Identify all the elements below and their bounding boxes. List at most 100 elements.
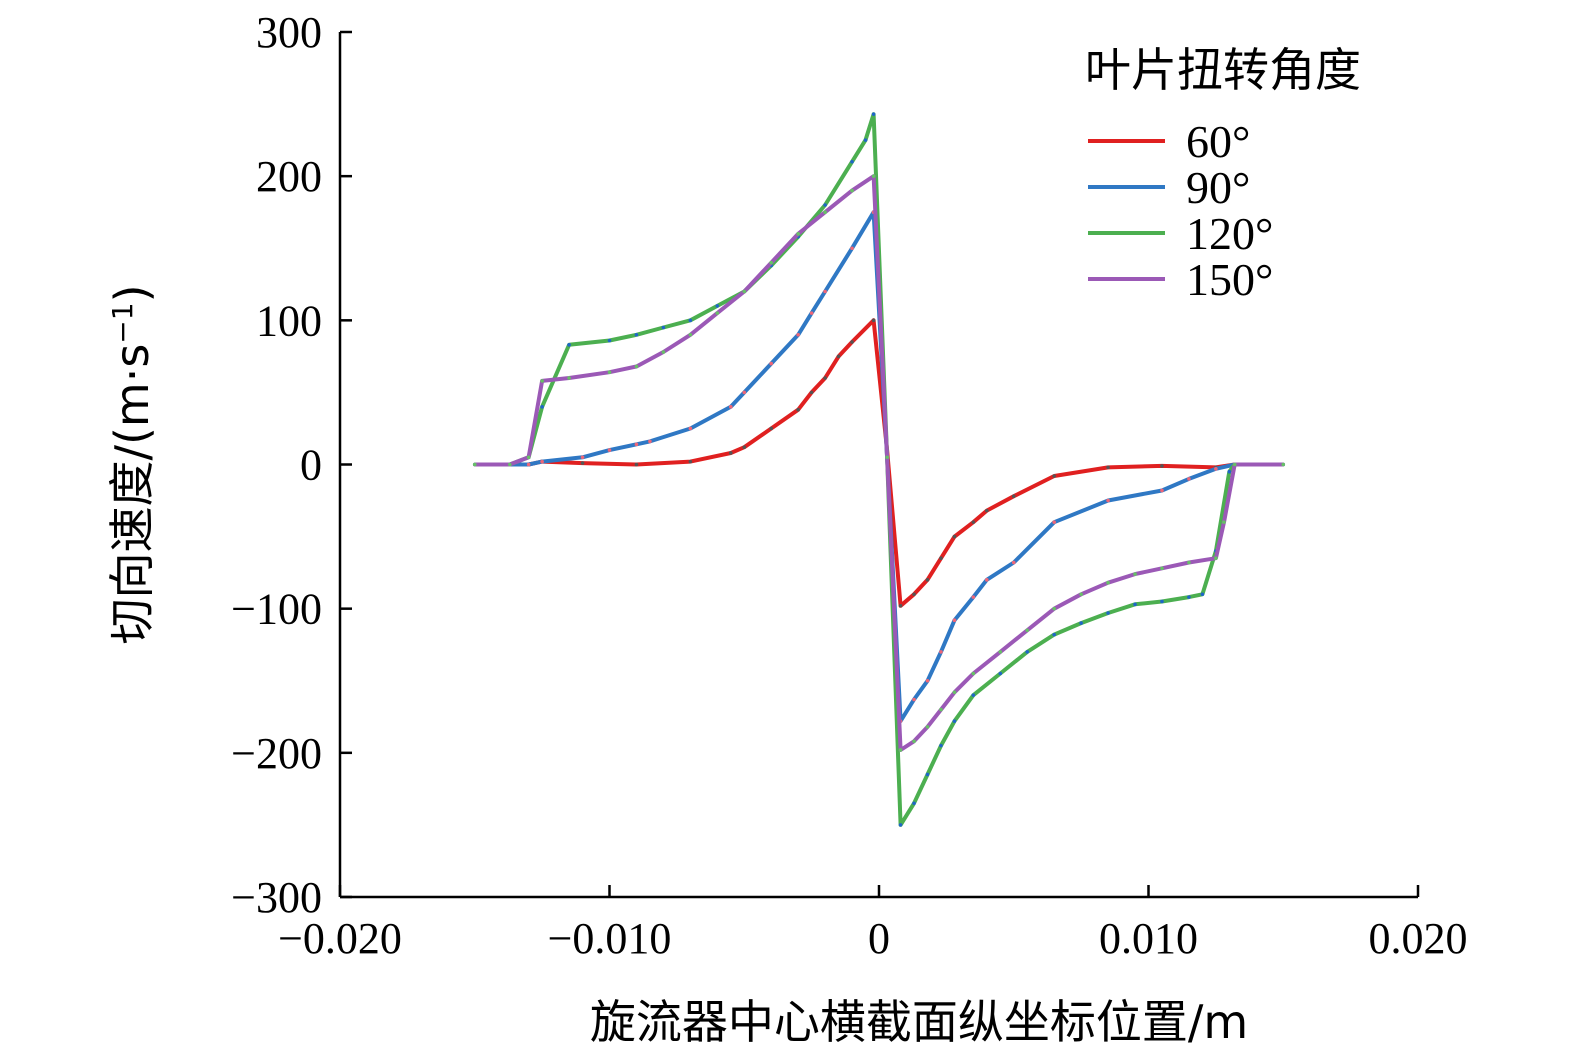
data-point [912, 739, 916, 744]
data-point [925, 772, 930, 777]
y-axis-title-superscript: −1 [106, 302, 139, 343]
data-point [688, 332, 693, 337]
data-point [1052, 474, 1056, 478]
data-point [1052, 606, 1056, 611]
data-point [952, 719, 957, 723]
series-150° [472, 174, 1286, 752]
data-point [526, 455, 531, 460]
data-point [823, 289, 827, 294]
data-point [1214, 467, 1218, 471]
data-point [580, 455, 585, 460]
data-point [1011, 560, 1016, 565]
data-point [971, 693, 976, 697]
data-point [912, 592, 916, 597]
axes: 300 200 100 0 −100 −200 −300−0.020 −0.010 0 0.010… [231, 8, 1467, 963]
legend-label: 120° [1186, 208, 1273, 259]
series-line [474, 112, 1284, 827]
data-point [1079, 621, 1083, 625]
data-point [871, 174, 876, 178]
data-point [742, 445, 747, 450]
data-point [1232, 462, 1237, 467]
data-point [607, 338, 612, 343]
x-tick-label: −0.010 [548, 914, 672, 963]
data-point [809, 390, 814, 395]
data-point [1133, 572, 1137, 576]
data-point [885, 455, 889, 460]
data-point [728, 451, 733, 455]
data-point [688, 426, 693, 431]
data-point [1052, 520, 1056, 524]
data-point [971, 595, 976, 599]
data-point [925, 678, 930, 683]
y-axis-title-close: ) [105, 284, 159, 302]
series-line [474, 318, 1284, 608]
y-tick-label: −200 [231, 729, 322, 778]
y-axis-title-main: 切向速度/(m·s [105, 344, 159, 645]
data-point [985, 578, 989, 582]
y-tick-label: 300 [256, 8, 322, 57]
data-point [1052, 632, 1056, 637]
data-point [728, 405, 733, 409]
data-point [634, 364, 639, 369]
x-axis-title: 旋流器中心横截面纵坐标位置/m [590, 995, 1248, 1049]
data-point [540, 379, 544, 383]
data-point [836, 354, 841, 359]
data-point [952, 618, 957, 622]
data-point [1025, 628, 1030, 633]
data-point [607, 448, 612, 452]
data-point [1200, 592, 1205, 597]
data-point [939, 556, 943, 561]
data-point [850, 188, 854, 193]
data-point [871, 318, 876, 323]
data-point [715, 304, 720, 308]
y-axis-title: 切向速度/(m·s−1) [105, 284, 159, 644]
data-point [1106, 580, 1110, 585]
data-point [939, 650, 943, 654]
data-point [823, 210, 827, 215]
data-point [823, 376, 827, 380]
data-point [898, 603, 903, 608]
x-tick-label: 0.010 [1099, 914, 1198, 963]
data-point [998, 650, 1003, 654]
data-point [939, 707, 943, 712]
data-point [925, 725, 930, 729]
data-point [540, 459, 544, 464]
data-point [898, 823, 903, 827]
y-tick-label: −300 [231, 873, 322, 922]
x-tick-label: 0 [868, 914, 890, 963]
data-point [796, 232, 800, 236]
series-60° [472, 318, 1286, 608]
legend-label: 60° [1186, 116, 1250, 167]
data-point [769, 426, 773, 431]
data-point [952, 690, 957, 695]
data-point [809, 311, 814, 315]
data-point [1160, 599, 1164, 604]
data-point [661, 325, 666, 330]
data-point [912, 801, 916, 806]
data-point [823, 203, 827, 207]
data-point [1160, 464, 1164, 468]
x-tick-label: −0.020 [278, 914, 402, 963]
data-point [925, 578, 930, 582]
data-point [971, 671, 976, 676]
data-point [1227, 469, 1232, 474]
data-point [688, 459, 693, 464]
data-point [1106, 611, 1110, 615]
data-point [1187, 595, 1191, 599]
data-point [1011, 494, 1016, 499]
data-point [742, 289, 747, 294]
data-point [1222, 520, 1226, 524]
data-point [1106, 498, 1110, 503]
data-point [863, 138, 868, 142]
data-point [580, 461, 585, 465]
data-point [634, 462, 639, 467]
data-point [1187, 560, 1191, 565]
x-tick-label: 0.020 [1369, 914, 1468, 963]
data-point [715, 311, 720, 315]
data-point [1160, 488, 1164, 493]
data-point [952, 534, 957, 539]
data-point [769, 260, 773, 265]
data-point [998, 671, 1003, 676]
data-point [796, 332, 800, 337]
data-point [985, 508, 989, 513]
